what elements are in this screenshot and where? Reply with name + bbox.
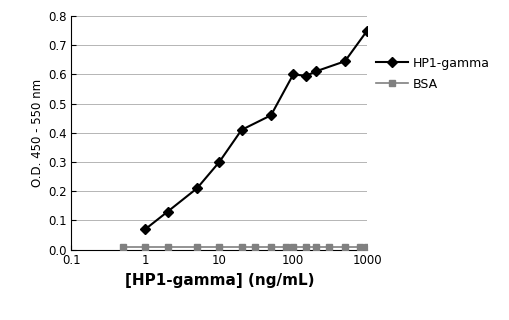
BSA [325,245,331,249]
HP1-gamma [164,210,171,213]
BSA [120,245,126,249]
Legend: HP1-gamma, BSA: HP1-gamma, BSA [376,57,489,91]
HP1-gamma [341,59,347,63]
HP1-gamma [290,73,296,76]
HP1-gamma [216,160,222,164]
BSA [290,245,296,249]
BSA [251,245,257,249]
BSA [356,245,362,249]
BSA [303,245,309,249]
BSA [164,245,171,249]
BSA [267,245,273,249]
HP1-gamma [267,113,273,117]
BSA [363,245,370,249]
Line: HP1-gamma: HP1-gamma [142,27,370,233]
BSA [216,245,222,249]
HP1-gamma [303,74,309,78]
HP1-gamma [193,186,200,190]
BSA [193,245,200,249]
BSA [312,245,318,249]
HP1-gamma [142,227,148,231]
BSA [282,245,289,249]
BSA [142,245,148,249]
X-axis label: [HP1-gamma] (ng/mL): [HP1-gamma] (ng/mL) [124,273,314,288]
HP1-gamma [238,128,244,132]
BSA [341,245,347,249]
Line: BSA: BSA [120,243,370,250]
BSA [238,245,244,249]
HP1-gamma [312,69,318,73]
Y-axis label: O.D. 450 - 550 nm: O.D. 450 - 550 nm [31,79,44,187]
HP1-gamma [363,29,370,33]
